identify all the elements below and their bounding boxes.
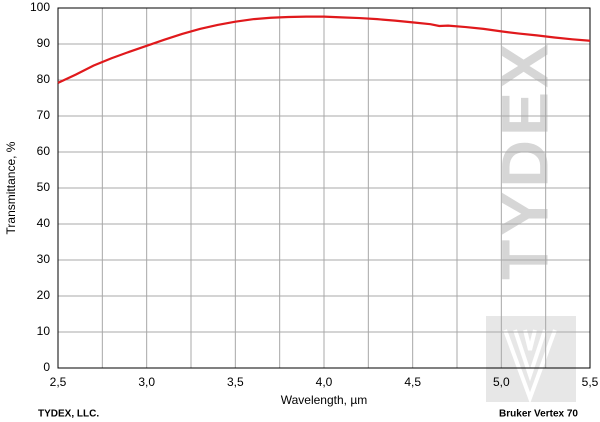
x-tick-label: 4,5 (404, 375, 421, 389)
x-tick-label: 5,5 (582, 375, 599, 389)
x-tick-label: 2,5 (50, 375, 67, 389)
x-tick-label: 3,0 (138, 375, 155, 389)
y-tick-label: 100 (30, 0, 50, 14)
x-tick-label: 5,0 (493, 375, 510, 389)
y-tick-label: 50 (37, 180, 51, 194)
data-line (57, 15, 591, 84)
y-tick-label: 20 (37, 288, 51, 302)
x-tick-label: 4,0 (316, 375, 333, 389)
footer-right: Bruker Vertex 70 (499, 409, 578, 420)
x-tick-label: 3,5 (227, 375, 244, 389)
y-tick-label: 30 (37, 252, 51, 266)
plot-frame (57, 7, 591, 369)
y-tick-label: 0 (43, 360, 50, 374)
watermark: TYDEX (487, 40, 561, 280)
footer-left: TYDEX, LLC. (38, 409, 99, 420)
y-tick-label: 90 (37, 36, 51, 50)
y-tick-label: 40 (37, 216, 51, 230)
y-axis-label: Transmittance, % (4, 141, 18, 234)
y-tick-label: 60 (37, 144, 51, 158)
y-tick-label: 80 (37, 72, 51, 86)
y-tick-label: 10 (37, 324, 51, 338)
x-axis-label: Wavelength, µm (281, 393, 368, 407)
plot: 0 10 20 30 40 50 60 70 80 90 100 2,5 3,0 3,5 4,0 4,5 5,0… (30, 0, 599, 389)
y-tick-label: 70 (37, 108, 51, 122)
